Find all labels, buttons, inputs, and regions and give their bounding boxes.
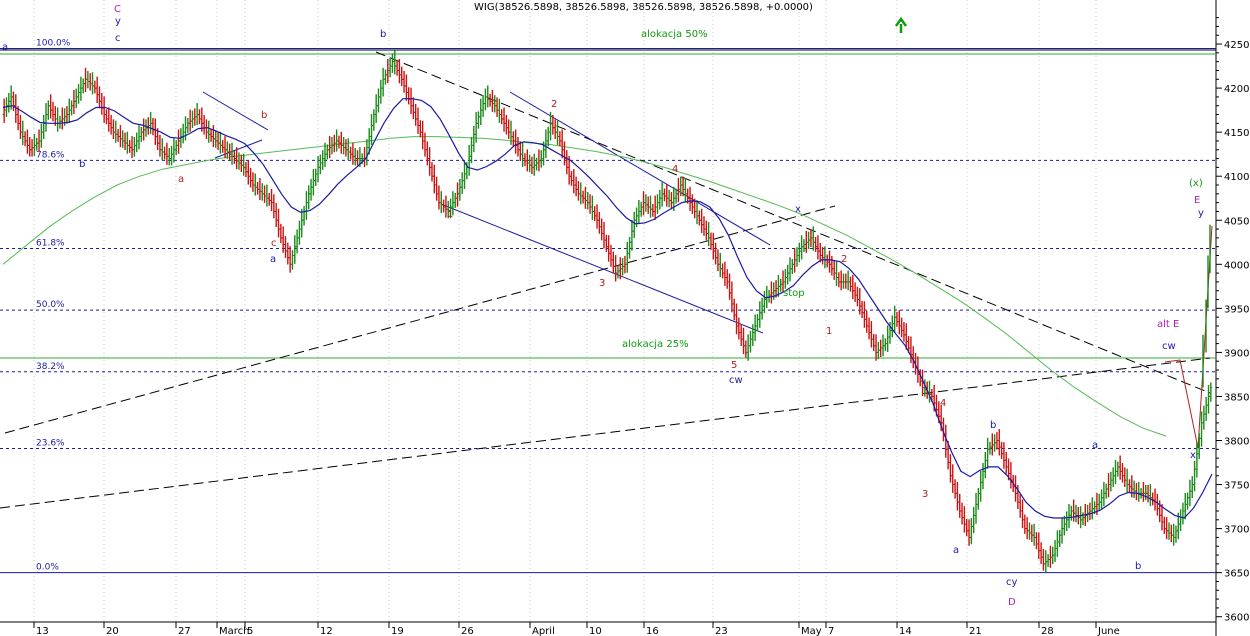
fib-level-label: 38.2%	[36, 362, 65, 372]
wave-label: cw	[729, 375, 743, 386]
chart-title: WIG(38526.5898, 38526.5898, 38526.5898, …	[474, 2, 813, 13]
x-tick-label: June	[1097, 626, 1120, 636]
y-tick-label: 40500	[1224, 216, 1250, 227]
wave-label: (x)	[1189, 178, 1203, 189]
y-tick-label: 36000	[1224, 613, 1250, 624]
wave-label: E	[1194, 195, 1200, 206]
x-tick-label: 27	[178, 626, 191, 636]
x-tick-label: 19	[391, 626, 404, 636]
fibonacci-levels: 100.0% 78.6% 61.8% 50.0% 38.2% 23.6% 0.0%	[0, 38, 1216, 574]
x-tick-label: 13	[36, 626, 49, 636]
y-tick-label: 40000	[1224, 260, 1250, 271]
trendline-long-dashed-2	[0, 357, 1211, 509]
wave-label: x	[1190, 450, 1196, 461]
wave-label: b	[79, 159, 85, 170]
y-tick-label: 42500	[1224, 40, 1250, 51]
allocation-50-note: alokacja 50%	[641, 29, 708, 40]
channel-lower	[440, 203, 764, 334]
wave-label: alt E	[1157, 319, 1179, 330]
wave-label: 1	[826, 326, 832, 337]
x-tick-label: 16	[646, 626, 659, 636]
wave-label: 2	[551, 99, 557, 110]
up-arrow-icon	[894, 16, 908, 33]
y-tick-label: 39000	[1224, 348, 1250, 359]
wave-label: c	[271, 238, 277, 249]
x-tick-label: 21	[969, 626, 982, 636]
x-tick-label: March	[219, 626, 249, 636]
x-tick-label: 7	[828, 626, 834, 636]
grid-lines	[33, 0, 1097, 622]
wave-label: 3	[599, 278, 605, 289]
projection-path	[1164, 225, 1213, 449]
fib-level-label: 100.0%	[36, 38, 71, 48]
stop-note: stop	[783, 288, 805, 299]
wave-label: C	[114, 4, 121, 15]
channel-upper	[509, 91, 771, 246]
wave-label: a	[1092, 440, 1098, 451]
wave-label: 1	[447, 209, 453, 220]
y-tick-label: 36500	[1224, 569, 1250, 580]
y-axis: 36000 36500 37000 37500 38000 38500 39000 39500…	[1216, 17, 1250, 624]
x-tick-label: May	[801, 626, 822, 636]
wave-label: a	[2, 42, 8, 53]
small-channel-upper	[202, 91, 269, 131]
wave-label: b	[990, 420, 996, 431]
wave-label: cw	[1162, 341, 1176, 352]
x-tick-label: 26	[461, 626, 474, 636]
wave-label: a	[270, 254, 276, 265]
y-tick-label: 42000	[1224, 84, 1250, 95]
wave-label: y	[115, 16, 121, 27]
small-channel-lower	[214, 139, 263, 159]
y-tick-label: 41000	[1224, 172, 1250, 183]
x-tick-label: 28	[1041, 626, 1054, 636]
wave-label: 4	[672, 164, 678, 175]
short-moving-average	[2, 98, 1213, 519]
wave-label: 2	[841, 254, 847, 265]
wave-label: a	[178, 174, 184, 185]
fib-level-label: 50.0%	[36, 300, 65, 310]
fib-level-label: 61.8%	[36, 238, 65, 248]
fib-level-label: 0.0%	[36, 563, 59, 573]
x-tick-label: 23	[715, 626, 728, 636]
trendline-long-dashed-1	[4, 205, 836, 434]
wave-label: a	[953, 545, 959, 556]
fib-level-label: 23.6%	[36, 438, 65, 448]
wave-label: 5	[731, 360, 737, 371]
wave-label: b	[261, 110, 267, 121]
x-tick-label: 10	[589, 626, 602, 636]
wave-label: D	[1008, 597, 1016, 608]
trendline-down-dashed	[375, 51, 1211, 394]
y-tick-label: 37000	[1224, 525, 1250, 536]
x-tick-label: April	[532, 626, 555, 636]
x-tick-label: 5	[247, 626, 253, 636]
fib-level-label: 78.6%	[36, 150, 65, 160]
y-tick-label: 39500	[1224, 304, 1250, 315]
trend-lines	[0, 51, 1213, 509]
wave-label: x	[795, 204, 801, 215]
wave-label: y	[1198, 208, 1204, 219]
wave-label: c	[115, 33, 121, 44]
y-tick-label: 41500	[1224, 128, 1250, 139]
x-tick-label: 14	[899, 626, 912, 636]
wave-label: b	[380, 29, 386, 40]
price-bars	[2, 50, 1213, 573]
x-tick-label: 12	[320, 626, 333, 636]
y-tick-label: 38000	[1224, 437, 1250, 448]
wave-label: cy	[1006, 577, 1017, 588]
wave-label: 3	[922, 489, 928, 500]
wave-label: 4	[940, 398, 946, 409]
y-tick-label: 37500	[1224, 481, 1250, 492]
allocation-25-note: alokacja 25%	[622, 339, 689, 350]
long-moving-average	[2, 136, 1167, 437]
x-tick-label: 20	[106, 626, 119, 636]
wave-label: b	[1135, 561, 1141, 572]
y-tick-label: 38500	[1224, 392, 1250, 403]
